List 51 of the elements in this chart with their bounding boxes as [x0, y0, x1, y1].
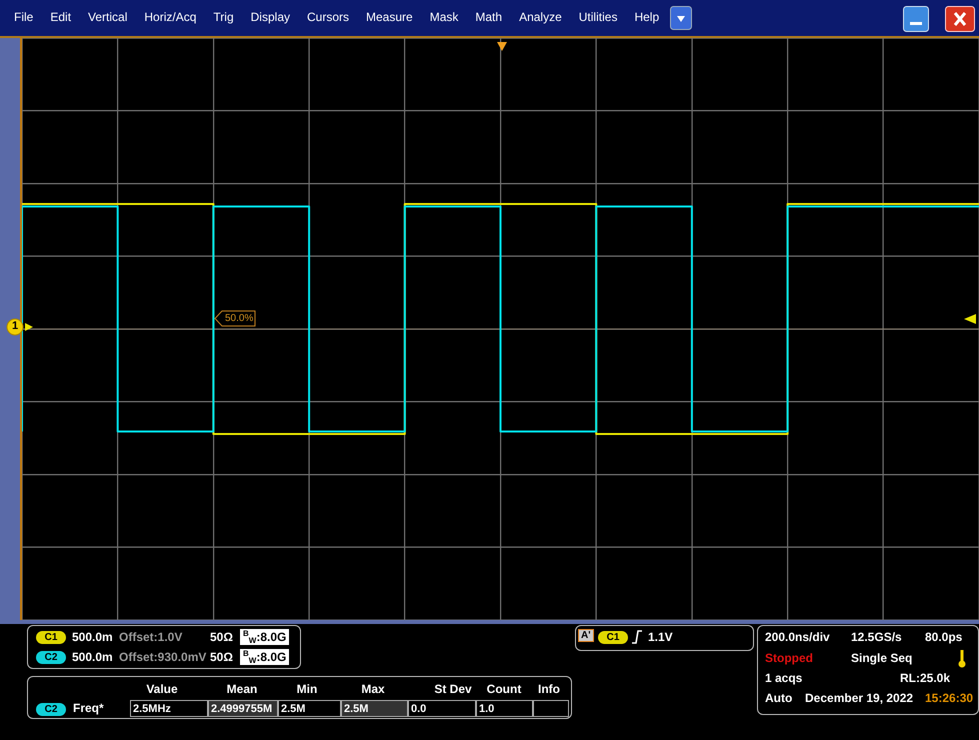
text: 80.0ps	[925, 630, 962, 644]
text: C1	[36, 631, 66, 644]
text: 2.5M	[341, 700, 408, 717]
text: C2	[36, 651, 66, 664]
text: C2	[36, 703, 66, 716]
text: 1.1V	[648, 630, 673, 644]
text: Edit	[50, 10, 72, 24]
text: December 19, 2022	[805, 691, 914, 705]
text: 2.5MHz	[130, 700, 208, 717]
text: File	[14, 10, 34, 24]
text: 2.5M	[278, 700, 341, 717]
text: Info	[538, 682, 560, 696]
text: Count	[486, 682, 522, 696]
text: 200.0ns/div	[765, 630, 830, 644]
text: Min	[296, 682, 318, 696]
text: 50Ω	[210, 630, 233, 644]
text: Analyze	[519, 10, 562, 24]
text: Utilities	[578, 10, 618, 24]
text: Offset:930.0mV	[119, 650, 206, 664]
text: Cursors	[307, 10, 350, 24]
text: 2.4999755M	[208, 700, 278, 717]
text: 500.0m	[72, 630, 113, 644]
text: RL:25.0k	[900, 671, 950, 685]
text: Auto	[765, 691, 792, 705]
text: Value	[146, 682, 178, 696]
text: Horiz/Acq	[144, 10, 196, 24]
text: 12.5GS/s	[851, 630, 902, 644]
text: Freq*	[73, 701, 104, 715]
text: Stopped	[765, 651, 813, 665]
text: 1	[10, 320, 20, 332]
text: Vertical	[88, 10, 128, 24]
text: St Dev	[434, 682, 472, 696]
text: 500.0m	[72, 650, 113, 664]
text: Offset:1.0V	[119, 630, 182, 644]
text: Max	[361, 682, 385, 696]
text: Help	[634, 10, 660, 24]
text: Mask	[430, 10, 458, 24]
text: Measure	[366, 10, 413, 24]
text: A'	[578, 629, 594, 642]
text: 50Ω	[210, 650, 233, 664]
annotation: 50.0%	[225, 313, 254, 324]
text: Display	[250, 10, 290, 24]
text: Single Seq	[851, 651, 912, 665]
text: 1 acqs	[765, 671, 802, 685]
text: 1.0	[476, 700, 533, 717]
text: Trig	[213, 10, 234, 24]
text: C1	[598, 631, 628, 644]
text: Mean	[226, 682, 258, 696]
text: Math	[475, 10, 502, 24]
text: 15:26:30	[925, 691, 974, 705]
text: 0.0	[408, 700, 476, 717]
